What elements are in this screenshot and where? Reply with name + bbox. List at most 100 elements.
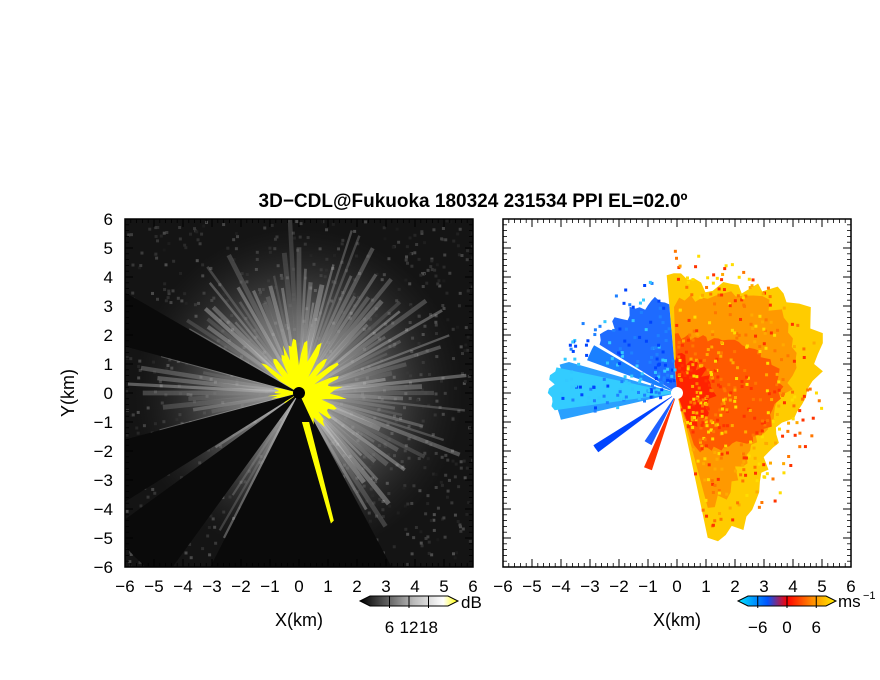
colorbar-tick-label: 6 — [385, 618, 394, 637]
velocity-speck — [733, 396, 737, 400]
velocity-speck — [577, 362, 581, 366]
velocity-speck — [730, 263, 734, 267]
velocity-speck — [717, 489, 721, 493]
noise-speck — [467, 374, 471, 378]
velocity-speck — [801, 418, 805, 422]
noise-speck — [397, 240, 401, 244]
noise-speck — [178, 237, 182, 241]
velocity-speck — [808, 387, 812, 391]
velocity-speck — [666, 373, 670, 377]
velocity-speck — [754, 381, 758, 385]
velocity-speck — [720, 351, 724, 355]
velocity-speck — [720, 293, 724, 297]
velocity-speck — [663, 369, 667, 373]
velocity-speck — [612, 361, 616, 365]
velocity-speck — [728, 506, 732, 510]
velocity-speck — [650, 384, 654, 388]
velocity-colorbar-unit: ms — [838, 592, 861, 611]
noise-speck — [414, 526, 418, 530]
velocity-speck — [631, 319, 635, 323]
noise-speck — [206, 534, 210, 538]
noise-speck — [419, 541, 423, 545]
noise-speck — [464, 343, 468, 347]
noise-speck — [201, 547, 205, 551]
echo-streak — [231, 392, 300, 496]
velocity-speck — [709, 419, 713, 423]
noise-speck — [196, 238, 200, 242]
noise-speck — [459, 525, 463, 529]
velocity-speck — [705, 404, 709, 408]
velocity-speck — [573, 357, 577, 361]
velocity-speck — [624, 327, 628, 331]
noise-speck — [162, 231, 166, 235]
velocity-speck — [766, 286, 770, 290]
velocity-speck — [731, 361, 735, 365]
velocity-speck — [673, 368, 677, 372]
noise-speck — [448, 271, 452, 275]
velocity-speck — [763, 475, 767, 479]
noise-speck — [125, 433, 129, 437]
velocity-speck — [570, 370, 574, 374]
noise-speck — [439, 480, 443, 484]
velocity-speck — [710, 479, 714, 483]
velocity-speck — [686, 365, 690, 369]
velocity-speck — [722, 401, 726, 405]
velocity-speck — [709, 428, 713, 432]
noise-speck — [419, 530, 423, 534]
x-tick-label: 1 — [701, 577, 710, 596]
velocity-speck — [740, 385, 744, 389]
velocity-speck — [786, 429, 790, 433]
velocity-speck — [711, 523, 715, 527]
noise-speck — [417, 257, 421, 261]
velocity-speck — [766, 419, 770, 423]
core-echo-edge — [301, 422, 334, 524]
velocity-echo-blue — [593, 393, 677, 453]
noise-speck — [427, 551, 431, 555]
velocity-speck — [688, 421, 692, 425]
noise-speck — [148, 227, 152, 231]
velocity-speck — [718, 385, 722, 389]
velocity-speck — [658, 306, 662, 310]
noise-speck — [445, 219, 449, 223]
x-tick-label: 3 — [759, 577, 768, 596]
noise-speck — [430, 268, 434, 272]
velocity-speck — [730, 424, 734, 428]
velocity-speck — [680, 408, 684, 412]
velocity-speck — [757, 462, 761, 466]
noise-speck — [452, 552, 456, 556]
velocity-speck — [719, 377, 723, 381]
velocity-speck — [616, 363, 620, 367]
velocity-speck — [741, 452, 745, 456]
velocity-speck — [729, 358, 733, 362]
velocity-speck — [700, 444, 704, 448]
velocity-speck — [719, 354, 723, 358]
velocity-speck — [695, 397, 699, 401]
velocity-colorbar-ticks: −6 0 6 — [748, 596, 821, 637]
velocity-speck — [631, 305, 635, 309]
reflectivity-axis-ticks — [124, 218, 474, 568]
velocity-speck — [643, 399, 647, 403]
velocity-speck — [711, 482, 715, 486]
x-tick-label: −5 — [522, 577, 541, 596]
velocity-speck — [678, 373, 682, 377]
velocity-speck — [606, 384, 610, 388]
velocity-speck — [586, 339, 590, 343]
velocity-speck — [630, 374, 634, 378]
velocity-speck — [585, 353, 589, 357]
velocity-speck — [739, 473, 743, 477]
velocity-speck — [758, 398, 762, 402]
noise-speck — [444, 473, 448, 477]
velocity-speck — [744, 294, 748, 298]
noise-speck — [184, 551, 188, 555]
x-tick-label: 4 — [788, 577, 797, 596]
noise-speck — [430, 553, 434, 557]
y-tick-label: −5 — [94, 529, 113, 548]
noise-speck — [420, 544, 424, 548]
colorbar-tick-label: 18 — [419, 618, 438, 637]
velocity-speck — [694, 265, 698, 269]
velocity-speck — [622, 301, 626, 305]
velocity-speck — [690, 415, 694, 419]
velocity-speck — [644, 328, 648, 332]
noise-speck — [270, 223, 274, 227]
velocity-speck — [659, 396, 663, 400]
